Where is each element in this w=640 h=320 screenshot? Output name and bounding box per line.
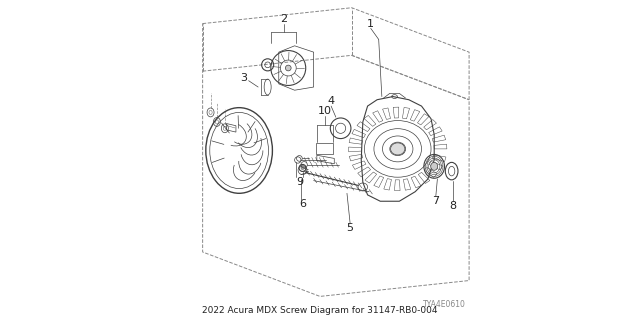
Text: 8: 8: [450, 201, 457, 211]
Text: 9: 9: [296, 177, 303, 187]
Text: 3: 3: [241, 73, 248, 83]
Text: 2: 2: [280, 14, 287, 24]
Ellipse shape: [431, 162, 438, 170]
Text: 4: 4: [328, 96, 335, 106]
Text: 5: 5: [347, 223, 354, 233]
Text: 2022 Acura MDX Screw Diagram for 31147-RB0-004: 2022 Acura MDX Screw Diagram for 31147-R…: [202, 307, 438, 316]
Text: 10: 10: [317, 106, 332, 116]
Text: 1: 1: [367, 19, 374, 28]
Ellipse shape: [390, 143, 405, 155]
Text: 7: 7: [432, 196, 439, 206]
Text: TYA4E0610: TYA4E0610: [423, 300, 466, 309]
Ellipse shape: [301, 166, 304, 170]
Ellipse shape: [285, 65, 291, 71]
Text: 6: 6: [299, 199, 306, 209]
